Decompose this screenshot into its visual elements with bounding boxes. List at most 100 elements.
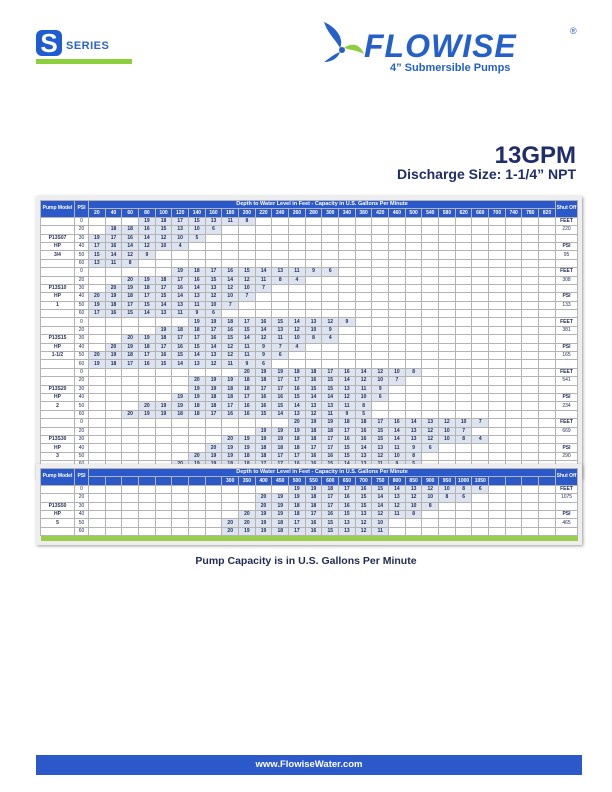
- capacity-cell: 15: [371, 434, 390, 445]
- capacity-cell: [271, 359, 290, 369]
- capacity-cell: [421, 518, 440, 528]
- capacity-cell: [138, 376, 156, 386]
- pump-model-cell: P13S50: [40, 501, 75, 511]
- capacity-cell: [371, 351, 390, 361]
- shut-off-cell: [555, 409, 578, 420]
- capacity-cell: [538, 300, 556, 311]
- psi-cell: 50: [74, 451, 89, 462]
- depth-column-header: 780: [521, 208, 540, 218]
- capacity-cell: [304, 275, 323, 285]
- brand-tagline: 4” Submersible Pumps: [390, 62, 511, 74]
- capacity-cell: [504, 526, 523, 537]
- table-row: P13S07 30 19 17 16 14 12 10 5: [40, 233, 578, 243]
- capacity-cell: 19: [288, 484, 306, 495]
- capacity-cell: 16: [254, 392, 273, 403]
- capacity-cell: [254, 241, 273, 252]
- capacity-cell: [104, 418, 123, 428]
- capacity-cell: 6: [204, 225, 223, 235]
- capacity-cell: [454, 292, 473, 302]
- capacity-cell: [104, 367, 123, 378]
- capacity-cell: 9: [254, 342, 273, 353]
- capacity-cell: [354, 258, 373, 269]
- capacity-cell: 13: [338, 518, 356, 528]
- capacity-cell: [438, 451, 456, 462]
- capacity-cell: [321, 250, 340, 260]
- capacity-cell: [521, 409, 540, 420]
- capacity-cell: [154, 484, 173, 495]
- capacity-cell: 13: [171, 225, 190, 235]
- capacity-cell: [288, 292, 306, 302]
- table-row: 20 20 19 19 18 17 16 15 14 13 12 10 8 6 1075: [40, 493, 578, 503]
- capacity-cell: 19: [288, 426, 306, 436]
- capacity-cell: 7: [271, 342, 290, 353]
- capacity-cell: 19: [188, 392, 206, 403]
- capacity-cell: [538, 367, 556, 378]
- capacity-cell: [271, 225, 290, 235]
- capacity-cell: 6: [421, 443, 440, 453]
- capacity-cell: [504, 325, 523, 336]
- capacity-cell: 8: [354, 401, 373, 411]
- capacity-cell: [121, 434, 140, 445]
- pump-model-cell: [40, 418, 75, 428]
- capacity-cell: [88, 451, 106, 462]
- capacity-cell: 9: [321, 325, 340, 336]
- capacity-cell: [271, 300, 290, 311]
- capacity-cell: 17: [321, 434, 340, 445]
- capacity-cell: [504, 518, 523, 528]
- psi-cell: 0: [74, 484, 89, 495]
- footer-website-link[interactable]: www.FlowiseWater.com: [255, 759, 363, 770]
- capacity-cell: [454, 443, 473, 453]
- capacity-cell: [104, 384, 123, 395]
- capacity-cell: [154, 376, 173, 386]
- capacity-cell: 17: [204, 325, 223, 336]
- capacity-cell: 12: [354, 526, 373, 537]
- capacity-cell: [438, 300, 456, 311]
- capacity-cell: [121, 418, 140, 428]
- depth-column-header: 300: [321, 208, 340, 218]
- pump-model-cell: P13S07: [40, 233, 75, 243]
- capacity-cell: [538, 409, 556, 420]
- psi-cell: 50: [74, 351, 89, 361]
- capacity-cell: [88, 501, 106, 511]
- capacity-cell: [521, 342, 540, 353]
- capacity-cell: [471, 384, 490, 395]
- shut-off-cell: 290: [555, 451, 578, 462]
- capacity-cell: 19: [271, 501, 290, 511]
- capacity-cell: [288, 250, 306, 260]
- capacity-cell: [521, 309, 540, 319]
- capacity-cell: [521, 426, 540, 436]
- psi-cell: 30: [74, 233, 89, 243]
- shut-off-cell: [555, 434, 578, 445]
- capacity-cell: 20: [238, 509, 256, 520]
- capacity-cell: [204, 484, 223, 495]
- capacity-cell: 15: [221, 334, 240, 344]
- capacity-cell: [188, 509, 206, 520]
- psi-cell: 20: [74, 493, 89, 503]
- capacity-cell: [354, 334, 373, 344]
- capacity-cell: 12: [204, 292, 223, 302]
- capacity-cell: [404, 300, 423, 311]
- capacity-cell: 16: [338, 434, 356, 445]
- capacity-cell: [154, 392, 173, 403]
- capacity-cell: [221, 418, 240, 428]
- depth-column-header: [121, 476, 140, 486]
- capacity-cell: [271, 250, 290, 260]
- capacity-cell: [438, 292, 456, 302]
- capacity-cell: 18: [221, 317, 240, 327]
- capacity-cell: [121, 426, 140, 436]
- depth-column-header: 700: [354, 476, 373, 486]
- depth-column-header: 40: [104, 208, 123, 218]
- capacity-cell: [488, 409, 506, 420]
- capacity-cell: [488, 258, 506, 269]
- capacity-cell: [421, 351, 440, 361]
- capacity-cell: [404, 309, 423, 319]
- depth-column-header: 450: [271, 476, 290, 486]
- capacity-cell: [338, 359, 356, 369]
- capacity-cell: [138, 418, 156, 428]
- capacity-cell: [138, 484, 156, 495]
- capacity-cell: [171, 367, 190, 378]
- capacity-cell: 20: [121, 409, 140, 420]
- depth-column-header: 500: [404, 208, 423, 218]
- capacity-cell: 19: [304, 484, 323, 495]
- capacity-cell: 8: [238, 216, 256, 227]
